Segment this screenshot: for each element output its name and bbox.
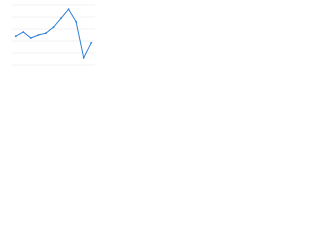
series-line bbox=[15, 8, 92, 60]
data-point bbox=[67, 8, 70, 11]
data-point bbox=[37, 34, 40, 36]
data-point bbox=[60, 17, 62, 20]
data-point bbox=[82, 56, 85, 59]
data-point bbox=[29, 37, 32, 39]
data-point bbox=[75, 20, 78, 23]
chart bbox=[12, 4, 95, 66]
data-point bbox=[52, 26, 55, 29]
data-point bbox=[14, 35, 17, 38]
data-point bbox=[22, 31, 25, 33]
data-point bbox=[90, 41, 93, 44]
data-point bbox=[45, 32, 47, 35]
page: {"chart_data": {"type": "line", "categor… bbox=[0, 0, 100, 71]
